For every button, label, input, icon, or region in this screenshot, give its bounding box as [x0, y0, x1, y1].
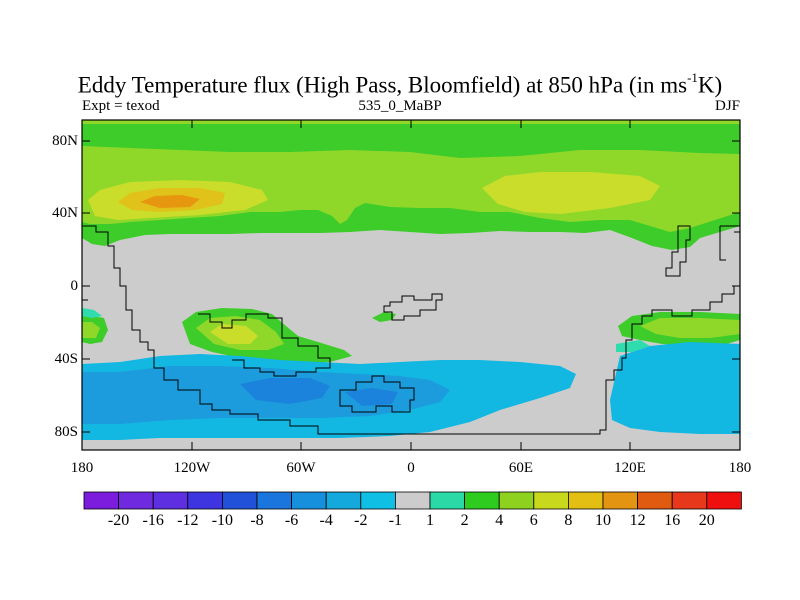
x-tick-label: 120W: [173, 460, 211, 476]
colorbar-label: -12: [177, 512, 199, 529]
colorbar-swatch: [291, 491, 327, 510]
y-tick-label: 40S: [54, 351, 78, 367]
colorbar-swatch: [533, 491, 569, 510]
colorbar-swatch: [637, 491, 673, 510]
colorbar-swatch: [706, 491, 742, 510]
colorbar-swatch: [429, 491, 465, 510]
y-tick-label: 80S: [54, 424, 78, 440]
colorbar-label: -6: [284, 512, 299, 529]
colorbar-swatch: [256, 491, 292, 510]
colorbar-label: 1: [426, 512, 434, 529]
plot-title: Eddy Temperature flux (High Pass, Bloomf…: [77, 70, 723, 98]
teal-patch-southwest: [82, 308, 102, 318]
colorbar-swatch: [187, 491, 223, 510]
colorbar-label: -1: [388, 512, 403, 529]
colorbar-label: 12: [629, 512, 646, 529]
y-tick-label: 0: [70, 278, 79, 294]
season-label: DJF: [714, 98, 740, 114]
colorbar-label: 16: [664, 512, 681, 529]
colorbar-label: -16: [142, 512, 164, 529]
x-tick-label: 60W: [286, 460, 316, 476]
australia-light-green-patch: [640, 318, 740, 338]
run-label: 535_0_MaBP: [358, 98, 442, 114]
colorbar-swatch: [464, 491, 500, 510]
colorbar-swatch: [325, 491, 362, 510]
colorbar-label: 8: [564, 512, 573, 529]
so-blue-core: [240, 378, 330, 404]
y-tick-label: 80N: [52, 133, 78, 149]
colorbar-label: 2: [460, 512, 469, 529]
so-blue-patch-2: [345, 388, 398, 406]
y-tick-label: 40N: [52, 205, 78, 221]
map-field: [82, 120, 740, 450]
colorbar-swatch: [118, 491, 154, 510]
x-tick-label: 180: [70, 460, 94, 476]
west-edge-light-green-patch: [82, 322, 100, 338]
colorbar-swatch: [360, 491, 396, 510]
colorbar-label: -20: [107, 512, 130, 529]
australia-south-cyan: [610, 342, 740, 434]
nh-narrow-strip: [82, 120, 740, 142]
colorbar-label: -8: [250, 512, 264, 529]
colorbar-swatch: [394, 491, 431, 510]
colorbar-label: 20: [698, 512, 715, 529]
experiment-label: Expt = texod: [82, 98, 160, 114]
colorbar-swatch: [83, 491, 119, 510]
australia-south-teal: [616, 340, 650, 352]
colorbar-label: 6: [529, 512, 538, 529]
axis-ticks: [82, 120, 740, 450]
colorbar-swatch: [152, 491, 189, 510]
colorbar-label: -4: [319, 512, 333, 529]
x-tick-label: 60E: [508, 460, 534, 476]
colorbar-swatch: [602, 491, 638, 510]
nh-orange-patch-west: [140, 195, 200, 208]
south-pacific-yellow-green-patch: [210, 324, 258, 344]
colorbar-label: -10: [211, 512, 234, 529]
colorbar-label: 10: [595, 512, 611, 529]
south-atlantic-green-patch: [372, 312, 396, 322]
nh-yellow-green-patch-east: [482, 172, 660, 214]
colorbar-swatch: [498, 491, 535, 510]
colorbar-swatch: [221, 491, 258, 510]
coastlines: [82, 225, 740, 435]
colorbar: [83, 491, 742, 510]
x-tick-label: 120E: [614, 460, 646, 476]
colorbar-label: -2: [354, 512, 368, 529]
x-tick-label: 0: [407, 460, 415, 476]
x-tick-label: 180: [728, 460, 752, 476]
colorbar-swatch: [568, 491, 604, 510]
colorbar-swatch: [671, 491, 708, 510]
colorbar-label: 4: [495, 512, 504, 529]
